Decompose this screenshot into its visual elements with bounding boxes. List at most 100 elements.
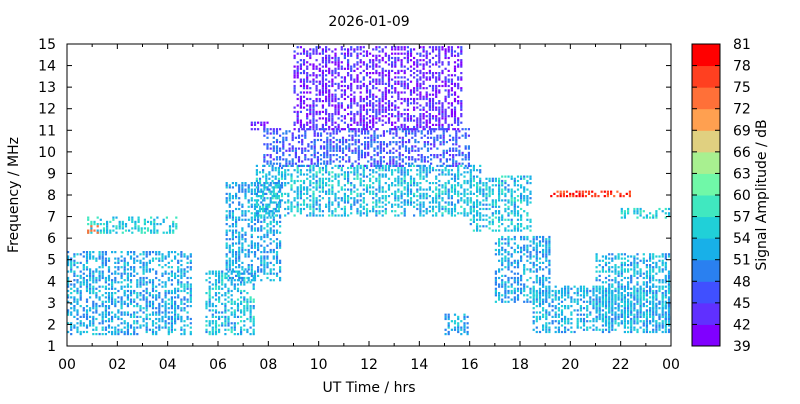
data-cell <box>268 173 271 176</box>
data-cell <box>293 197 296 200</box>
data-cell <box>513 212 516 215</box>
data-cell <box>328 117 331 120</box>
data-cell <box>381 108 384 111</box>
data-cell <box>128 216 131 219</box>
data-cell <box>316 162 319 165</box>
data-cell <box>244 240 247 243</box>
data-cell <box>386 143 389 146</box>
data-cell <box>240 330 243 334</box>
data-cell <box>476 190 479 193</box>
data-cell <box>257 186 260 189</box>
data-cell <box>315 128 318 131</box>
data-cell <box>373 162 376 165</box>
data-cell <box>136 255 139 258</box>
data-cell <box>516 214 520 217</box>
data-cell <box>419 108 422 111</box>
data-cell <box>148 261 151 264</box>
data-cell <box>224 333 227 336</box>
data-cell <box>285 136 288 139</box>
data-cell <box>438 184 441 187</box>
data-cell <box>359 59 362 62</box>
data-cell <box>351 128 354 131</box>
data-cell <box>398 136 401 139</box>
data-cell <box>296 104 299 107</box>
data-cell <box>153 225 156 228</box>
data-cell <box>378 210 381 213</box>
data-cell <box>507 300 510 303</box>
data-cell <box>362 192 365 195</box>
data-cell <box>177 268 180 271</box>
data-cell <box>389 151 392 154</box>
data-cell <box>238 248 241 252</box>
data-cell <box>107 296 111 299</box>
data-cell <box>296 175 299 178</box>
data-cell <box>341 128 345 131</box>
data-cell <box>328 67 331 70</box>
data-cell <box>381 67 384 70</box>
data-cell <box>340 102 343 105</box>
data-cell <box>208 322 211 325</box>
data-cell <box>400 184 403 187</box>
data-cell <box>479 186 482 189</box>
data-cell <box>126 296 129 299</box>
data-cell <box>297 141 301 144</box>
data-cell <box>356 192 359 195</box>
data-cell <box>387 63 391 66</box>
data-cell <box>438 205 441 208</box>
data-cell <box>312 106 315 109</box>
data-cell <box>316 151 319 154</box>
data-cell <box>186 276 189 280</box>
data-cell <box>469 199 472 202</box>
data-cell <box>409 164 413 167</box>
data-cell <box>73 307 76 310</box>
data-cell <box>142 283 145 286</box>
data-cell <box>325 91 328 94</box>
data-cell <box>250 199 253 202</box>
data-cell <box>494 229 497 232</box>
data-cell <box>92 315 95 318</box>
data-cell <box>378 72 381 75</box>
data-cell <box>378 173 381 176</box>
data-cell <box>341 136 345 139</box>
data-cell <box>260 220 263 223</box>
data-cell <box>372 87 375 90</box>
data-cell <box>183 268 186 271</box>
data-cell <box>299 46 302 49</box>
data-cell <box>85 253 89 256</box>
data-cell <box>225 210 228 213</box>
data-cell <box>350 102 353 105</box>
data-cell <box>151 257 155 260</box>
data-cell <box>406 97 409 101</box>
data-cell <box>409 74 413 77</box>
data-cell <box>485 192 488 195</box>
data-cell <box>312 190 315 193</box>
data-cell <box>107 276 111 280</box>
data-cell <box>230 311 233 314</box>
data-cell <box>231 201 234 204</box>
data-cell <box>174 257 177 260</box>
data-cell <box>123 266 126 269</box>
data-cell <box>362 100 365 103</box>
data-cell <box>428 115 431 118</box>
data-cell <box>381 104 384 107</box>
data-cell <box>271 197 274 200</box>
data-cell <box>422 164 425 167</box>
data-cell <box>161 315 164 318</box>
data-cell <box>516 283 520 286</box>
data-cell <box>340 89 343 92</box>
data-cell <box>180 251 183 254</box>
data-cell <box>375 100 378 103</box>
data-cell <box>139 253 142 256</box>
data-cell <box>428 106 431 109</box>
data-cell <box>274 197 277 200</box>
data-cell <box>155 313 158 316</box>
data-cell <box>136 283 139 286</box>
data-cell <box>376 154 379 157</box>
data-cell <box>453 115 457 118</box>
data-cell <box>369 169 372 172</box>
data-cell <box>370 158 373 161</box>
data-cell <box>450 197 453 200</box>
data-cell <box>431 207 435 211</box>
data-cell <box>263 272 266 275</box>
data-cell <box>218 330 221 334</box>
